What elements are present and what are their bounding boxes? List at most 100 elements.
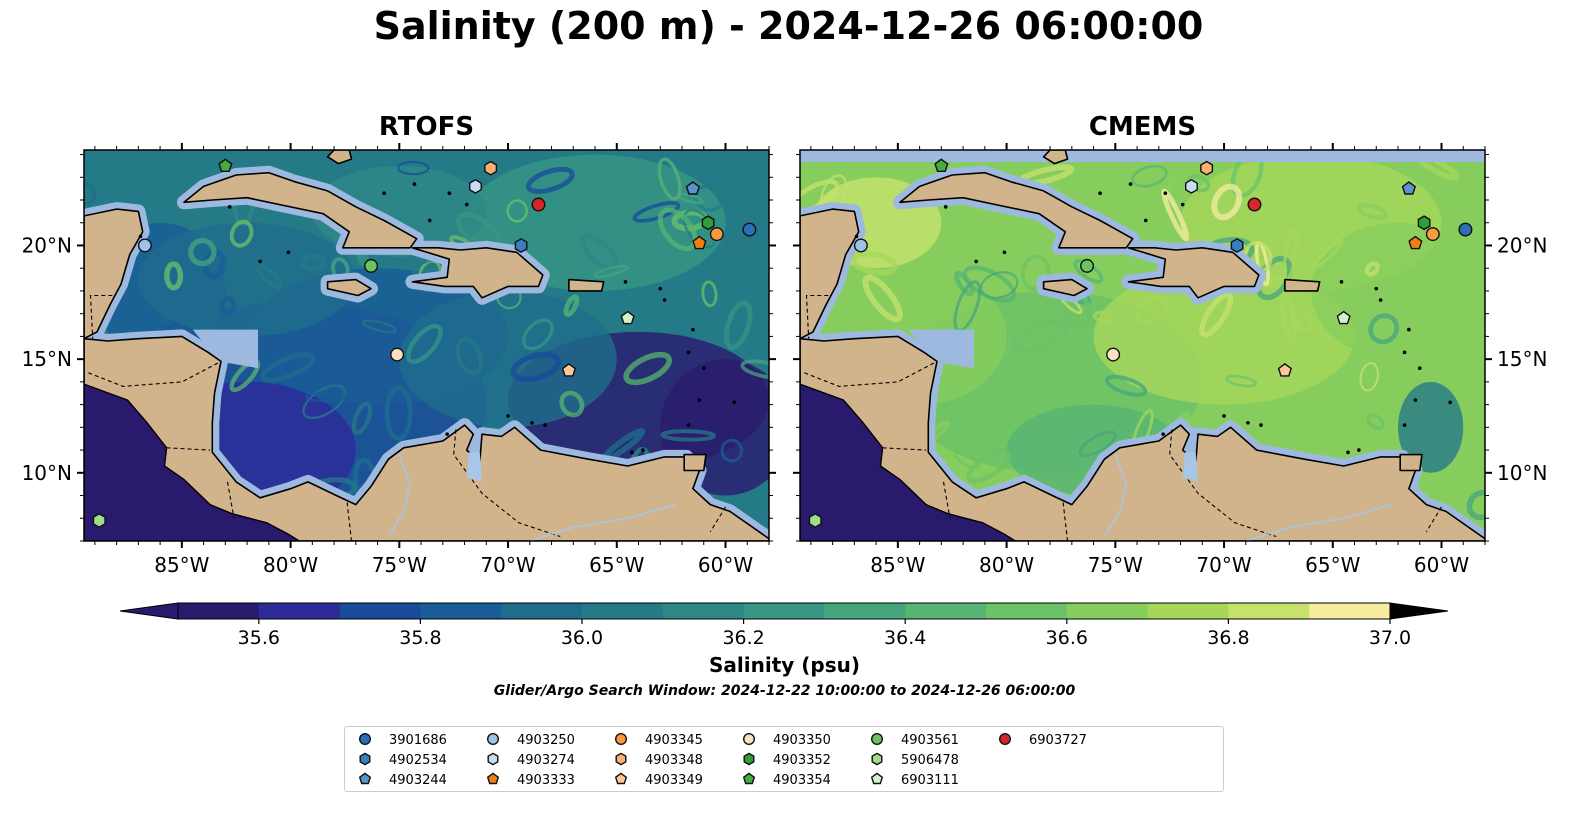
lat-tick-label: 20°N	[22, 233, 72, 257]
land-bahamas	[1042, 150, 1069, 165]
colorbar-label: Salinity (psu)	[708, 653, 860, 677]
country-border	[166, 447, 211, 451]
lon-tick-label: 85°W	[870, 553, 925, 577]
colorbar-bin	[905, 603, 987, 619]
float-4903352	[1417, 215, 1431, 231]
country-border	[226, 481, 235, 519]
legend-marker-4903352	[743, 752, 755, 766]
colorbar-bin	[501, 603, 583, 619]
float-6903727	[1247, 197, 1262, 212]
legend-marker-4903274	[487, 752, 499, 766]
float-4902534	[514, 238, 528, 253]
lon-tick-label: 60°W	[1414, 553, 1469, 577]
colorbar-bin	[1228, 603, 1310, 619]
lat-tick-label: 15°N	[22, 347, 72, 371]
search-window-caption: Glider/Argo Search Window: 2024-12-22 10…	[493, 683, 1076, 699]
land-hispaniola	[411, 247, 544, 299]
colorbar-bin	[258, 603, 341, 619]
colorbar-bin	[986, 603, 1068, 619]
legend-label-5906478: 5906478	[901, 753, 959, 768]
legend-label-4903348: 4903348	[645, 753, 703, 768]
float-5906478	[92, 513, 106, 529]
land-hispaniola	[1127, 247, 1260, 299]
lake-maracaibo	[1182, 452, 1198, 482]
legend-label-4903350: 4903350	[773, 733, 831, 748]
float-4903561	[364, 258, 379, 273]
country-border	[1425, 506, 1442, 533]
lon-tick-label: 80°W	[263, 553, 318, 577]
land-cuba	[899, 171, 1134, 249]
river	[387, 454, 411, 537]
legend-marker-4903348	[615, 752, 627, 766]
river	[1103, 454, 1127, 537]
country-border	[453, 429, 561, 538]
country-border	[89, 294, 113, 339]
float-4903244	[1401, 181, 1417, 195]
float-6903727	[531, 197, 546, 212]
figure-title: Salinity (200 m) - 2024-12-26 06:00:00	[373, 4, 1204, 48]
lon-tick-label: 70°W	[1196, 553, 1251, 577]
float-4903352	[701, 215, 715, 231]
legend-marker-4903345	[615, 732, 628, 746]
country-border	[805, 294, 829, 339]
legend-label-4902534: 4902534	[389, 753, 447, 768]
pacific-coast	[84, 383, 301, 541]
land-puerto-rico	[568, 278, 605, 292]
float-4903348	[1200, 160, 1214, 176]
float-4903274	[1184, 178, 1198, 194]
country-border	[88, 360, 222, 387]
lon-tick-label: 60°W	[698, 553, 753, 577]
legend-marker-4903349	[614, 772, 628, 785]
colorbar-tick-label: 36.6	[1046, 627, 1088, 649]
legend-marker-3901686	[358, 732, 372, 746]
pacific-coast	[800, 383, 1017, 541]
colorbar-tick-label: 37.0	[1369, 627, 1411, 649]
float-6903111	[1336, 310, 1351, 325]
float-4903350	[390, 347, 405, 362]
country-border	[882, 447, 927, 451]
map-frame	[799, 149, 1486, 542]
legend-label-6903727: 6903727	[1029, 733, 1087, 748]
land-jamaica	[1042, 278, 1088, 297]
float-4903348	[484, 160, 498, 176]
lon-tick-label: 80°W	[979, 553, 1034, 577]
lat-tick-label: 20°N	[1497, 233, 1547, 257]
colorbar-bin	[582, 603, 664, 619]
land-puerto-rico	[1284, 278, 1321, 292]
legend-label-4903352: 4903352	[773, 753, 831, 768]
colorbar-bin	[1066, 603, 1149, 619]
panel-title-cmems: CMEMS	[1088, 112, 1197, 142]
land-central-south-america	[800, 335, 1485, 541]
colorbar-extend-high	[1389, 602, 1449, 620]
river	[529, 503, 676, 541]
map-cmems: 85°W 80°W 75°W 70°W 65°W 60°W 10°N 15°N 20°N	[793, 143, 1547, 577]
colorbar-bin	[743, 603, 825, 619]
country-border	[804, 360, 938, 387]
colorbar-tick-label: 36.8	[1207, 627, 1249, 649]
lat-tick-label: 10°N	[22, 461, 72, 485]
lon-tick-label: 75°W	[372, 553, 427, 577]
lon-tick-label: 70°W	[480, 553, 535, 577]
legend-marker-4902534	[359, 752, 371, 766]
legend-label-4903250: 4903250	[517, 733, 575, 748]
legend-marker-4903250	[486, 732, 499, 746]
float-4903350	[1106, 347, 1121, 362]
float-4903244	[685, 181, 701, 195]
legend-label-4903345: 4903345	[645, 733, 703, 748]
colorbar-bin	[178, 603, 260, 619]
colorbar-tick-label: 35.8	[399, 627, 441, 649]
legend-marker-6903727	[999, 732, 1012, 746]
float-4903333	[1408, 235, 1423, 250]
float-4903354	[934, 158, 949, 173]
float-4903333	[692, 235, 707, 250]
float-4903274	[469, 178, 482, 194]
country-border	[709, 506, 726, 533]
colorbar-tick-label: 36.2	[722, 627, 764, 649]
float-5906478	[808, 513, 822, 529]
colorbar-bin	[1147, 603, 1229, 619]
float-6903111	[620, 310, 635, 325]
float-4903349	[561, 363, 577, 377]
colorbar-bin	[1309, 603, 1391, 619]
float-4903561	[1080, 258, 1095, 273]
country-border	[1169, 429, 1277, 538]
